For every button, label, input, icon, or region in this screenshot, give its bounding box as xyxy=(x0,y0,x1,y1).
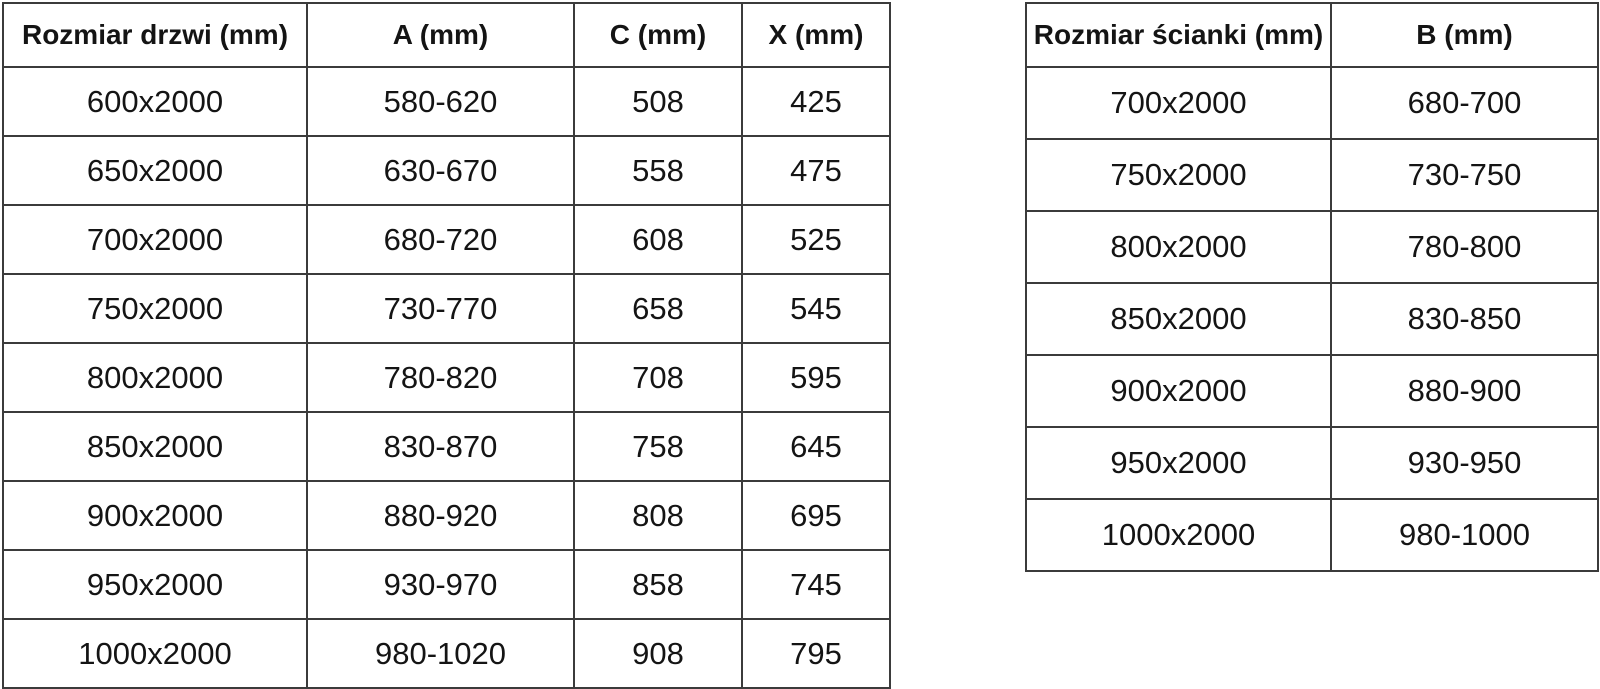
wall-table-header-size: Rozmiar ścianki (mm) xyxy=(1025,2,1332,68)
door-c-cell: 758 xyxy=(573,411,743,482)
wall-size-cell: 700x2000 xyxy=(1025,66,1332,140)
door-size-table: Rozmiar drzwi (mm) A (mm) C (mm) X (mm) … xyxy=(2,2,891,689)
door-size-cell: 850x2000 xyxy=(2,411,308,482)
wall-size-cell: 750x2000 xyxy=(1025,138,1332,212)
table-row: 700x2000 680-720 608 525 xyxy=(2,204,891,275)
wall-size-cell: 850x2000 xyxy=(1025,282,1332,356)
door-a-cell: 580-620 xyxy=(306,66,575,137)
door-c-cell: 558 xyxy=(573,135,743,206)
table-row: 950x2000 930-970 858 745 xyxy=(2,549,891,620)
door-c-cell: 908 xyxy=(573,618,743,689)
table-row: 1000x2000 980-1000 xyxy=(1025,498,1599,572)
door-c-cell: 808 xyxy=(573,480,743,551)
door-x-cell: 745 xyxy=(741,549,891,620)
table-row: 850x2000 830-850 xyxy=(1025,282,1599,356)
door-size-cell: 800x2000 xyxy=(2,342,308,413)
table-row: 650x2000 630-670 558 475 xyxy=(2,135,891,206)
table-row: 1000x2000 980-1020 908 795 xyxy=(2,618,891,689)
wall-table-header-row: Rozmiar ścianki (mm) B (mm) xyxy=(1025,2,1599,68)
door-x-cell: 525 xyxy=(741,204,891,275)
wall-b-cell: 730-750 xyxy=(1330,138,1599,212)
wall-table-header-b: B (mm) xyxy=(1330,2,1599,68)
door-a-cell: 630-670 xyxy=(306,135,575,206)
door-a-cell: 980-1020 xyxy=(306,618,575,689)
wall-size-cell: 1000x2000 xyxy=(1025,498,1332,572)
wall-b-cell: 980-1000 xyxy=(1330,498,1599,572)
door-size-cell: 900x2000 xyxy=(2,480,308,551)
door-x-cell: 475 xyxy=(741,135,891,206)
door-x-cell: 795 xyxy=(741,618,891,689)
table-row: 750x2000 730-770 658 545 xyxy=(2,273,891,344)
door-a-cell: 680-720 xyxy=(306,204,575,275)
door-size-cell: 650x2000 xyxy=(2,135,308,206)
door-a-cell: 880-920 xyxy=(306,480,575,551)
door-a-cell: 780-820 xyxy=(306,342,575,413)
door-x-cell: 545 xyxy=(741,273,891,344)
wall-size-cell: 800x2000 xyxy=(1025,210,1332,284)
door-size-cell: 950x2000 xyxy=(2,549,308,620)
door-table-header-c: C (mm) xyxy=(573,2,743,68)
table-row: 800x2000 780-820 708 595 xyxy=(2,342,891,413)
table-row: 800x2000 780-800 xyxy=(1025,210,1599,284)
door-c-cell: 608 xyxy=(573,204,743,275)
door-table-header-x: X (mm) xyxy=(741,2,891,68)
wall-size-table: Rozmiar ścianki (mm) B (mm) 700x2000 680… xyxy=(1025,2,1599,572)
door-x-cell: 695 xyxy=(741,480,891,551)
wall-b-cell: 880-900 xyxy=(1330,354,1599,428)
door-table-header-row: Rozmiar drzwi (mm) A (mm) C (mm) X (mm) xyxy=(2,2,891,68)
door-size-cell: 600x2000 xyxy=(2,66,308,137)
wall-b-cell: 680-700 xyxy=(1330,66,1599,140)
table-row: 950x2000 930-950 xyxy=(1025,426,1599,500)
door-size-cell: 700x2000 xyxy=(2,204,308,275)
door-size-cell: 750x2000 xyxy=(2,273,308,344)
table-row: 700x2000 680-700 xyxy=(1025,66,1599,140)
door-x-cell: 645 xyxy=(741,411,891,482)
wall-b-cell: 780-800 xyxy=(1330,210,1599,284)
door-x-cell: 425 xyxy=(741,66,891,137)
door-table-header-size: Rozmiar drzwi (mm) xyxy=(2,2,308,68)
door-x-cell: 595 xyxy=(741,342,891,413)
door-c-cell: 508 xyxy=(573,66,743,137)
door-a-cell: 730-770 xyxy=(306,273,575,344)
table-row: 600x2000 580-620 508 425 xyxy=(2,66,891,137)
door-a-cell: 930-970 xyxy=(306,549,575,620)
wall-b-cell: 930-950 xyxy=(1330,426,1599,500)
wall-b-cell: 830-850 xyxy=(1330,282,1599,356)
wall-size-cell: 900x2000 xyxy=(1025,354,1332,428)
door-c-cell: 658 xyxy=(573,273,743,344)
table-row: 850x2000 830-870 758 645 xyxy=(2,411,891,482)
door-size-cell: 1000x2000 xyxy=(2,618,308,689)
table-row: 750x2000 730-750 xyxy=(1025,138,1599,212)
door-table-header-a: A (mm) xyxy=(306,2,575,68)
door-c-cell: 708 xyxy=(573,342,743,413)
door-a-cell: 830-870 xyxy=(306,411,575,482)
wall-size-cell: 950x2000 xyxy=(1025,426,1332,500)
door-c-cell: 858 xyxy=(573,549,743,620)
table-row: 900x2000 880-900 xyxy=(1025,354,1599,428)
table-row: 900x2000 880-920 808 695 xyxy=(2,480,891,551)
